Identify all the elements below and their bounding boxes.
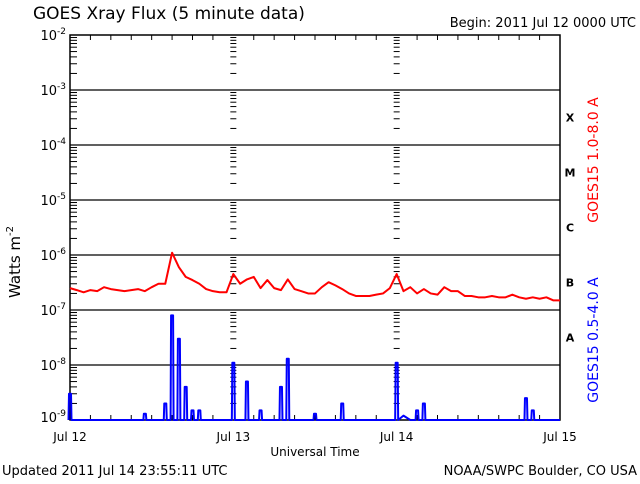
y-axis-label: Watts m-2: [5, 226, 24, 298]
y-tick-label: 10-7: [40, 302, 66, 319]
y-tick-label: 10-4: [40, 137, 66, 154]
credit: NOAA/SWPC Boulder, CO USA: [444, 464, 637, 479]
updated-timestamp: Updated 2011 Jul 14 23:55:11 UTC: [2, 464, 227, 479]
x-tick-label: Jul 14: [379, 430, 414, 444]
x-axis: Jul 12 Jul 13 Jul 14 Jul 15: [52, 35, 577, 444]
y-tick-label: 10-8: [40, 357, 66, 374]
grid: [70, 35, 560, 420]
x-tick-label: Jul 15: [542, 430, 577, 444]
series-line-short: [69, 315, 561, 420]
y-axis: 10-2 10-3 10-4 10-5 10-6 10-7 10-8 10-9: [40, 27, 399, 426]
plot-frame: [70, 35, 560, 420]
x-tick-label: Jul 12: [52, 430, 87, 444]
chart-title: GOES Xray Flux (5 minute data): [33, 4, 305, 24]
x-axis-label: Universal Time: [270, 445, 359, 459]
y-tick-label: 10-2: [40, 27, 66, 44]
flare-class-B: B: [566, 277, 574, 290]
series-group: [69, 253, 561, 420]
y-tick-label: 10-9: [40, 409, 66, 426]
flare-class-X: X: [566, 112, 575, 125]
flare-class-M: M: [565, 167, 576, 180]
legend-short-channel: GOES15 0.5-4.0 A: [586, 277, 602, 403]
x-tick-label: Jul 13: [216, 430, 251, 444]
y-tick-label: 10-3: [40, 82, 66, 99]
y-tick-label: 10-5: [40, 192, 66, 209]
flare-class-labels: X M C B A: [565, 112, 576, 345]
flare-class-C: C: [566, 222, 574, 235]
series-line-long: [70, 253, 560, 301]
flare-class-A: A: [566, 332, 575, 345]
begin-label: Begin: 2011 Jul 12 0000 UTC: [450, 16, 636, 31]
legend-long-channel: GOES15 1.0-8.0 A: [586, 97, 602, 223]
y-tick-label: 10-6: [40, 247, 66, 264]
